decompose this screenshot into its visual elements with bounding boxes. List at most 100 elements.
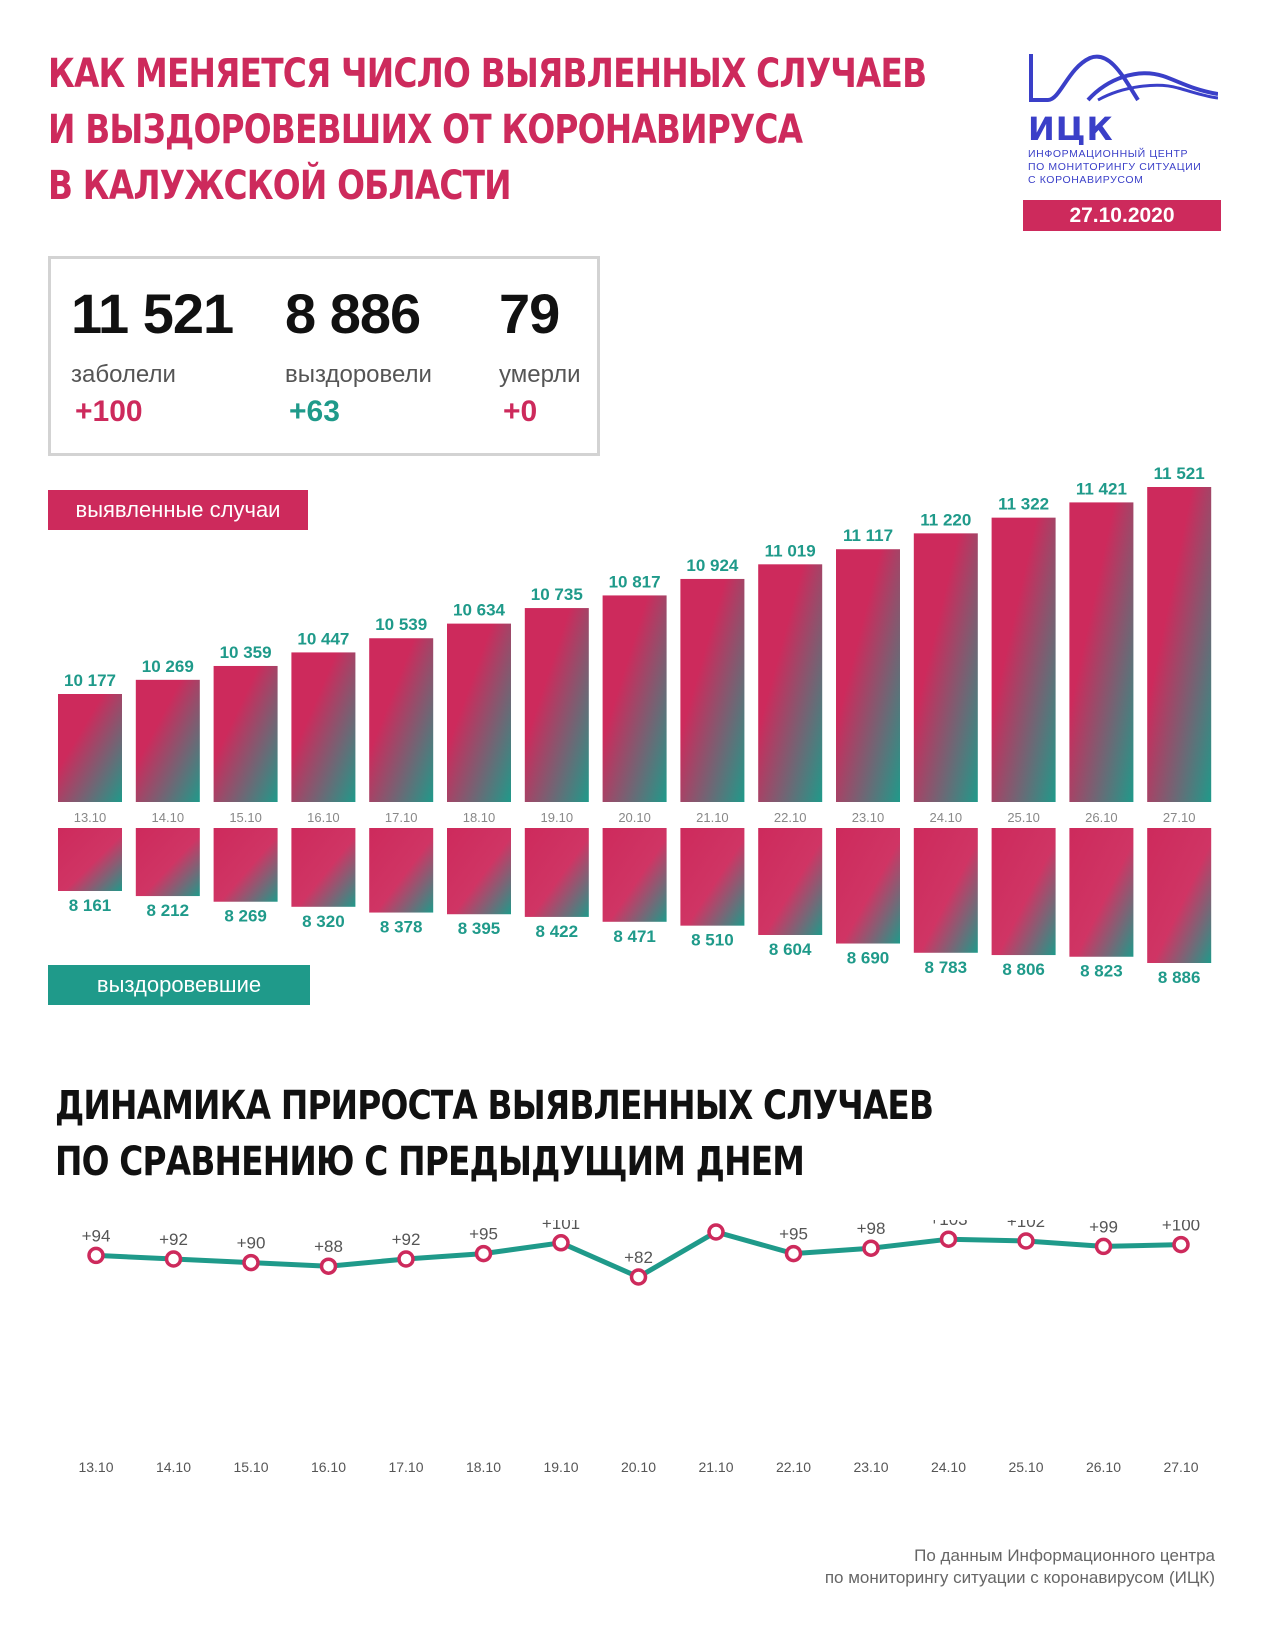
recovered-bar bbox=[58, 828, 122, 891]
stat-recovered-value: 8 886 bbox=[285, 282, 421, 345]
cases-value-label: 10 539 bbox=[375, 615, 427, 634]
date-tick-label: 19.10 bbox=[541, 810, 574, 825]
logo-wave-icon bbox=[1029, 54, 1218, 102]
source-line: По данным Информационного центра bbox=[914, 1546, 1215, 1565]
cases-value-label: 10 269 bbox=[142, 657, 194, 676]
growth-value-label: +95 bbox=[779, 1225, 808, 1244]
stat-deaths-delta: +0 bbox=[503, 395, 538, 428]
date-tick-label: 22.10 bbox=[776, 1459, 811, 1475]
date-tick-label: 25.10 bbox=[1008, 1459, 1043, 1475]
growth-point bbox=[1017, 1232, 1035, 1250]
cases-value-label: 10 177 bbox=[64, 671, 116, 690]
recovered-bar bbox=[913, 828, 978, 953]
cases-value-label: 11 421 bbox=[1076, 479, 1127, 498]
cases-bar bbox=[1147, 487, 1212, 802]
recovered-bar bbox=[213, 828, 278, 902]
cases-value-label: 11 322 bbox=[998, 495, 1049, 514]
growth-point bbox=[629, 1268, 648, 1286]
cases-bar bbox=[213, 665, 278, 802]
cases-bar bbox=[291, 652, 356, 802]
recovered-value-label: 8 378 bbox=[380, 918, 423, 937]
stat-deaths-value: 79 bbox=[499, 282, 560, 345]
date-tick-label: 14.10 bbox=[152, 810, 185, 825]
date-tick-label: 26.10 bbox=[1085, 810, 1118, 825]
growth-point bbox=[242, 1253, 260, 1272]
recovered-bar bbox=[1069, 828, 1134, 957]
date-tick-label: 14.10 bbox=[156, 1459, 191, 1475]
growth-point bbox=[862, 1239, 880, 1257]
growth-point bbox=[707, 1223, 725, 1241]
date-tick-label: 17.10 bbox=[388, 1459, 423, 1475]
section-title-line: ПО СРАВНЕНИЮ С ПРЕДЫДУЩИМ ДНЕМ bbox=[55, 1139, 805, 1185]
recovered-value-label: 8 161 bbox=[69, 896, 112, 915]
recovered-value-label: 8 510 bbox=[691, 931, 734, 950]
growth-value-label: +90 bbox=[237, 1234, 266, 1253]
cases-value-label: 10 924 bbox=[686, 556, 739, 575]
recovered-value-label: 8 422 bbox=[536, 922, 579, 941]
cases-value-label: 10 634 bbox=[453, 601, 506, 620]
date-tick-label: 20.10 bbox=[618, 810, 651, 825]
cases-value-label: 11 019 bbox=[765, 541, 816, 560]
itsk-logo: ИЦК ИНФОРМАЦИОННЫЙ ЦЕНТР ПО МОНИТОРИНГУ … bbox=[1028, 48, 1218, 228]
cases-bar bbox=[1069, 502, 1134, 802]
growth-value-label: +100 bbox=[1162, 1220, 1200, 1235]
daily-growth-line-chart: +94 13.10 +92 14.10 +90 15.10 +88 16.10 +92 17.10… bbox=[78, 1220, 1200, 1475]
recovered-bar bbox=[1147, 828, 1212, 963]
legend-cases-tag: выявленные случаи bbox=[48, 490, 308, 530]
growth-value-label: +101 bbox=[542, 1220, 580, 1233]
daily-growth-title: ДИНАМИКА ПРИРОСТА ВЫЯВЛЕННЫХ СЛУЧАЕВ ПО … bbox=[55, 1078, 934, 1190]
growth-value-label: +98 bbox=[857, 1220, 886, 1238]
legend-recovered-tag: выздоровевшие bbox=[48, 965, 310, 1005]
date-tick-label: 21.10 bbox=[696, 810, 729, 825]
recovered-bar bbox=[291, 828, 356, 907]
recovered-value-label: 8 395 bbox=[458, 919, 501, 938]
cases-bar bbox=[524, 608, 589, 802]
stat-recovered-delta: +63 bbox=[289, 395, 340, 428]
growth-value-label: +94 bbox=[82, 1226, 111, 1245]
growth-value-label: +102 bbox=[1007, 1220, 1045, 1231]
date-tick-label: 25.10 bbox=[1007, 810, 1040, 825]
date-badge: 27.10.2020 bbox=[1023, 200, 1221, 231]
growth-value-label: +92 bbox=[159, 1230, 188, 1249]
date-tick-label: 22.10 bbox=[774, 810, 807, 825]
cases-bar bbox=[758, 564, 823, 802]
cases-value-label: 11 521 bbox=[1154, 464, 1205, 483]
date-tick-label: 19.10 bbox=[543, 1459, 578, 1475]
date-tick-label: 18.10 bbox=[466, 1459, 501, 1475]
date-tick-label: 13.10 bbox=[78, 1459, 113, 1475]
date-tick-label: 20.10 bbox=[621, 1459, 656, 1475]
growth-value-label: +88 bbox=[314, 1237, 343, 1256]
recovered-value-label: 8 823 bbox=[1080, 962, 1123, 981]
recovered-bar bbox=[758, 828, 823, 935]
recovered-bar bbox=[447, 828, 511, 915]
growth-value-label: +103 bbox=[929, 1220, 967, 1229]
cases-value-label: 11 220 bbox=[920, 510, 971, 529]
date-tick-label: 26.10 bbox=[1086, 1459, 1121, 1475]
date-tick-label: 24.10 bbox=[931, 1459, 966, 1475]
recovered-bar bbox=[602, 828, 667, 922]
cases-bar bbox=[680, 578, 745, 802]
stat-cases-label: заболели bbox=[71, 361, 176, 388]
recovered-bar bbox=[680, 828, 745, 926]
growth-point bbox=[939, 1230, 958, 1248]
date-tick-label: 24.10 bbox=[930, 810, 963, 825]
growth-value-label: +99 bbox=[1089, 1220, 1118, 1236]
cases-bar bbox=[369, 638, 434, 802]
date-tick-label: 23.10 bbox=[852, 810, 885, 825]
cases-bar bbox=[913, 533, 978, 802]
summary-stats: 11 521 заболели +100 8 886 выздоровели +… bbox=[48, 256, 600, 456]
recovered-value-label: 8 806 bbox=[1002, 960, 1045, 979]
growth-point bbox=[164, 1250, 183, 1268]
cases-bar bbox=[602, 595, 667, 802]
recovered-value-label: 8 783 bbox=[925, 958, 968, 977]
logo-subtitle-line: ИНФОРМАЦИОННЫЙ ЦЕНТР bbox=[1028, 148, 1189, 160]
stat-cases-delta: +100 bbox=[75, 395, 143, 428]
source-note: По данным Информационного центра по мони… bbox=[825, 1545, 1215, 1589]
cases-value-label: 10 735 bbox=[531, 585, 583, 604]
stat-recovered-label: выздоровели bbox=[285, 361, 432, 388]
cases-bar bbox=[836, 549, 900, 802]
recovered-value-label: 8 269 bbox=[224, 907, 267, 926]
growth-point bbox=[552, 1234, 570, 1252]
logo-abbreviation: ИЦК bbox=[1028, 110, 1114, 148]
title-line: И ВЫЗДОРОВЕВШИХ ОТ КОРОНАВИРУСА bbox=[48, 107, 803, 153]
